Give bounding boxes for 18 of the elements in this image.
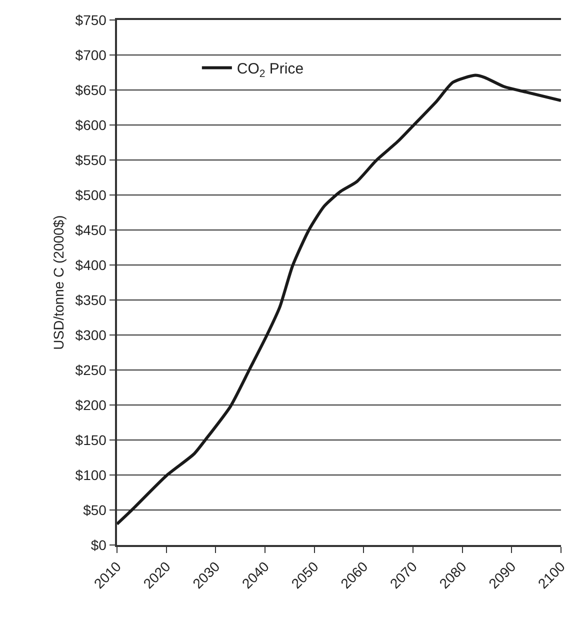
y-tick-label: $0 <box>90 536 107 553</box>
y-tick-label: $50 <box>83 502 107 518</box>
y-tick-label: $400 <box>75 256 107 273</box>
y-tick-label: $750 <box>75 12 107 28</box>
y-tick-label: $550 <box>75 152 107 168</box>
y-tick-label: $300 <box>75 326 107 343</box>
y-tick-label: $200 <box>75 396 107 413</box>
y-tick-label: $500 <box>75 186 107 203</box>
y-tick-label: $250 <box>75 362 107 378</box>
y-tick-label: $700 <box>75 46 107 63</box>
y-tick-label: $350 <box>75 292 107 308</box>
legend-label: CO$_{2}$ Price <box>236 60 304 80</box>
y-axis-title: USD/tonne C (2000$) <box>50 215 66 350</box>
y-tick-label: $650 <box>75 82 107 98</box>
y-tick-label: $600 <box>75 116 107 133</box>
y-tick-label: $150 <box>75 432 107 448</box>
y-tick-label: $100 <box>75 466 107 483</box>
y-tick-label: $450 <box>75 222 107 238</box>
